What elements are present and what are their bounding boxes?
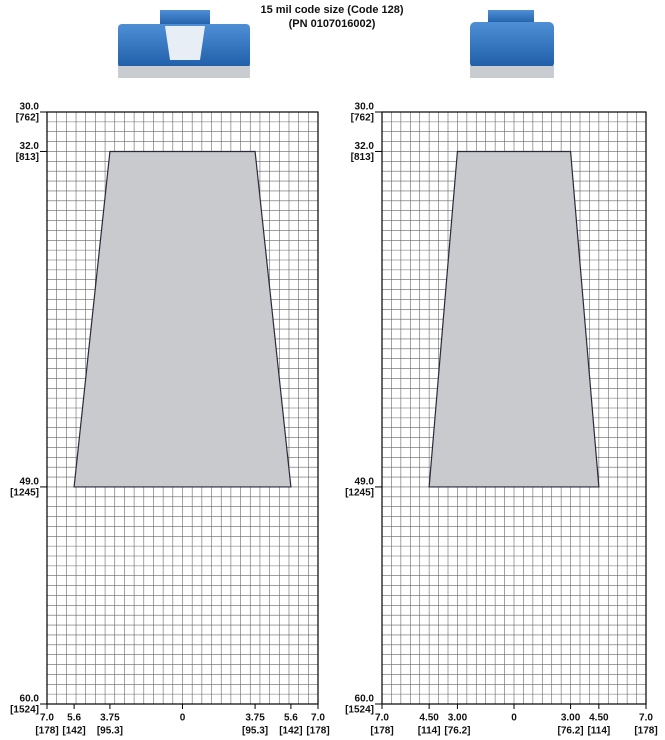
y-tick-label: 30.0 bbox=[20, 102, 40, 113]
x-tick-label-mm: [76.2] bbox=[444, 726, 470, 737]
x-tick-label-mm: [114] bbox=[587, 726, 610, 737]
x-tick-label-mm: [178] bbox=[634, 726, 657, 737]
y-tick-label-mm: [813] bbox=[351, 152, 374, 163]
subtitle: (PN 0107016002) bbox=[289, 18, 376, 30]
x-tick-label: 5.6 bbox=[67, 713, 81, 724]
x-tick-label: 3.75 bbox=[100, 713, 120, 724]
scanner-image bbox=[470, 10, 554, 78]
y-tick-label-mm: [762] bbox=[351, 113, 374, 124]
y-tick-label: 30.0 bbox=[355, 102, 375, 113]
x-tick-label: 7.0 bbox=[311, 713, 325, 724]
x-tick-label-mm: [142] bbox=[62, 726, 85, 737]
y-tick-label: 60.0 bbox=[355, 694, 375, 705]
x-tick-label-mm: [142] bbox=[279, 726, 302, 737]
y-tick-label: 60.0 bbox=[20, 694, 40, 705]
y-tick-label: 49.0 bbox=[355, 477, 375, 488]
x-tick-label: 3.75 bbox=[245, 713, 265, 724]
y-tick-label: 49.0 bbox=[20, 477, 40, 488]
y-tick-label-mm: [1524] bbox=[345, 705, 374, 716]
y-tick-label-mm: [1524] bbox=[10, 705, 39, 716]
scanner-image bbox=[118, 10, 250, 78]
x-tick-label-mm: [95.3] bbox=[242, 726, 268, 737]
y-tick-label-mm: [1245] bbox=[345, 488, 374, 499]
x-tick-label-mm: [95.3] bbox=[97, 726, 123, 737]
x-tick-label: 3.00 bbox=[561, 713, 581, 724]
y-tick-label-mm: [762] bbox=[16, 113, 39, 124]
x-tick-label: 7.0 bbox=[375, 713, 389, 724]
y-tick-label-mm: [813] bbox=[16, 152, 39, 163]
x-tick-label: 4.50 bbox=[589, 713, 609, 724]
y-tick-label: 32.0 bbox=[20, 141, 40, 152]
read-zone bbox=[428, 150, 600, 488]
subtitle: 15 mil code size (Code 128) bbox=[260, 4, 403, 16]
x-tick-label-mm: [178] bbox=[35, 726, 58, 737]
x-tick-label: 0 bbox=[511, 713, 517, 724]
x-tick-label-mm: [178] bbox=[306, 726, 329, 737]
x-tick-label: 7.0 bbox=[639, 713, 653, 724]
x-tick-label: 0 bbox=[180, 713, 186, 724]
x-tick-label: 5.6 bbox=[284, 713, 298, 724]
x-tick-label-mm: [76.2] bbox=[558, 726, 584, 737]
x-tick-label: 7.0 bbox=[40, 713, 54, 724]
read-zone bbox=[73, 150, 292, 488]
x-tick-label-mm: [178] bbox=[370, 726, 393, 737]
y-tick-label-mm: [1245] bbox=[10, 488, 39, 499]
x-tick-label: 3.00 bbox=[448, 713, 468, 724]
y-tick-label: 32.0 bbox=[355, 141, 375, 152]
x-tick-label-mm: [114] bbox=[418, 726, 441, 737]
x-tick-label: 4.50 bbox=[419, 713, 439, 724]
